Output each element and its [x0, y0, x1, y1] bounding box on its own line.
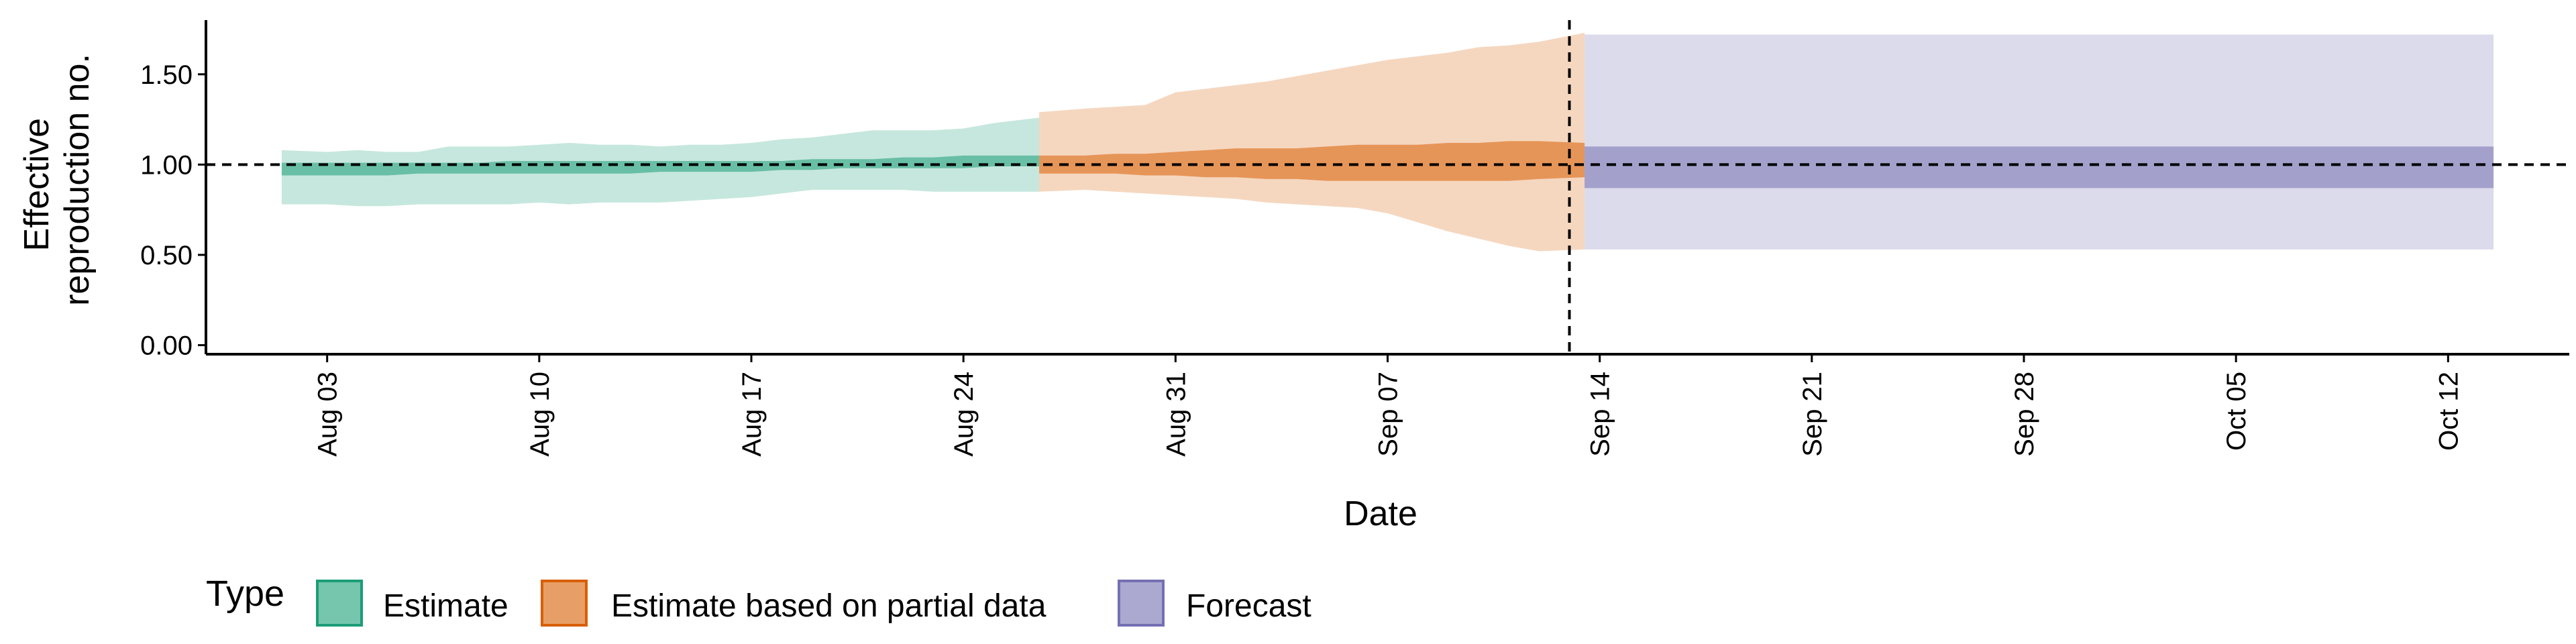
legend-key-estimate-based-on-partial-data [541, 580, 588, 627]
x-tick-label: Sep 28 [2010, 372, 2039, 457]
forecast-inner-band [1585, 146, 2494, 189]
x-tick-label: Sep 14 [1586, 372, 1615, 457]
y-axis-title-line-1: Effective [17, 118, 56, 251]
y-axis-title: Effective reproduction no. [17, 54, 97, 306]
ribbon-layer [281, 32, 2494, 252]
legend: Type Estimate Estimate based on partial da… [206, 574, 1311, 627]
estimate-based-on-partial-data-outer-band [1039, 32, 1585, 252]
x-tick-label: Aug 31 [1161, 372, 1191, 457]
legend-key-estimate [316, 580, 363, 627]
forecast-outer-band [1585, 34, 2494, 250]
legend-key-forecast [1118, 580, 1165, 627]
x-tick-label: Oct 05 [2222, 372, 2251, 451]
x-tick-label: Sep 21 [1798, 372, 1827, 457]
y-tick-label: 1.00 [140, 150, 193, 180]
x-tick-label: Sep 07 [1374, 372, 1403, 457]
x-axis-title: Date [1344, 494, 1417, 533]
x-tick-label: Oct 12 [2434, 372, 2463, 451]
legend-label-forecast: Forecast [1186, 588, 1311, 624]
x-tick-label: Aug 24 [949, 372, 979, 457]
legend-label-estimate-based-on-partial-data: Estimate based on partial data [611, 588, 1046, 624]
y-tick-label: 1.50 [140, 60, 193, 90]
legend-label-estimate: Estimate [383, 588, 508, 624]
tick-labels: 0.00 0.50 1.00 1.50 Aug 03 Aug 10 Aug 17 Aug 24… [140, 60, 2463, 457]
reference-lines [206, 20, 2569, 354]
axes [198, 20, 2569, 362]
x-tick-label: Aug 17 [737, 372, 767, 457]
estimate-based-on-partial-data-inner-band [1039, 141, 1585, 181]
y-axis-title-line-2: reproduction no. [58, 54, 97, 306]
x-tick-label: Aug 10 [525, 372, 555, 457]
y-tick-label: 0.50 [140, 241, 193, 270]
x-tick-label: Aug 03 [313, 372, 343, 457]
y-tick-label: 0.00 [140, 331, 193, 361]
legend-title: Type [206, 574, 284, 614]
